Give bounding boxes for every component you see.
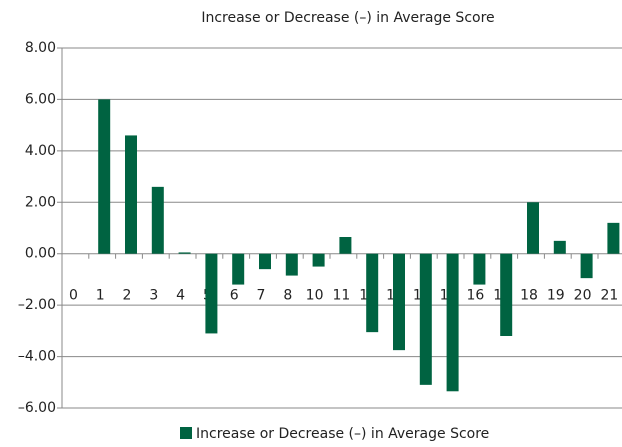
bar [419, 253, 432, 385]
x-tick-label: 16 [466, 288, 484, 304]
bar [205, 253, 218, 334]
bar [473, 253, 486, 285]
legend-label: Increase or Decrease (–) in Average Scor… [196, 426, 489, 442]
bar [259, 253, 271, 270]
bar [580, 253, 593, 279]
y-tick-label: –6.00 [18, 400, 56, 416]
bar [527, 202, 539, 254]
y-tick-label: 8.00 [25, 40, 56, 56]
bar [607, 222, 620, 254]
x-tick-label: 3 [149, 288, 158, 304]
bar [98, 99, 111, 254]
legend-swatch [180, 427, 192, 439]
bar [232, 253, 245, 285]
x-tick-label: 2 [123, 288, 132, 304]
bar [151, 186, 164, 254]
y-tick-label: –2.00 [18, 297, 56, 313]
x-tick-label: 19 [547, 288, 565, 304]
x-tick-label: 4 [176, 288, 185, 304]
x-tick-label: 8 [283, 288, 292, 304]
bar [446, 253, 459, 392]
chart-title: Increase or Decrease (–) in Average Scor… [201, 10, 494, 26]
y-tick-label: 0.00 [25, 246, 56, 262]
bar [339, 237, 352, 254]
x-tick-label: 1 [96, 288, 105, 304]
bar [285, 253, 298, 276]
y-tick-label: 2.00 [25, 194, 56, 210]
y-tick-label: 4.00 [25, 143, 56, 159]
bar [366, 253, 379, 333]
x-tick-label: 18 [520, 288, 538, 304]
x-tick-label: 20 [574, 288, 592, 304]
y-tick-label: –4.00 [18, 349, 56, 365]
x-tick-label: 0 [69, 288, 78, 304]
bar [125, 135, 137, 254]
x-tick-label: 21 [600, 288, 618, 304]
x-tick-label: 11 [332, 288, 350, 304]
bar [178, 252, 191, 254]
y-tick-label: 6.00 [25, 91, 56, 107]
bar [500, 253, 513, 336]
x-tick-label: 10 [306, 288, 324, 304]
x-tick-label: 6 [230, 288, 239, 304]
x-tick-label: 7 [257, 288, 266, 304]
bar [553, 240, 566, 254]
bar [393, 253, 405, 351]
bar [312, 253, 325, 267]
